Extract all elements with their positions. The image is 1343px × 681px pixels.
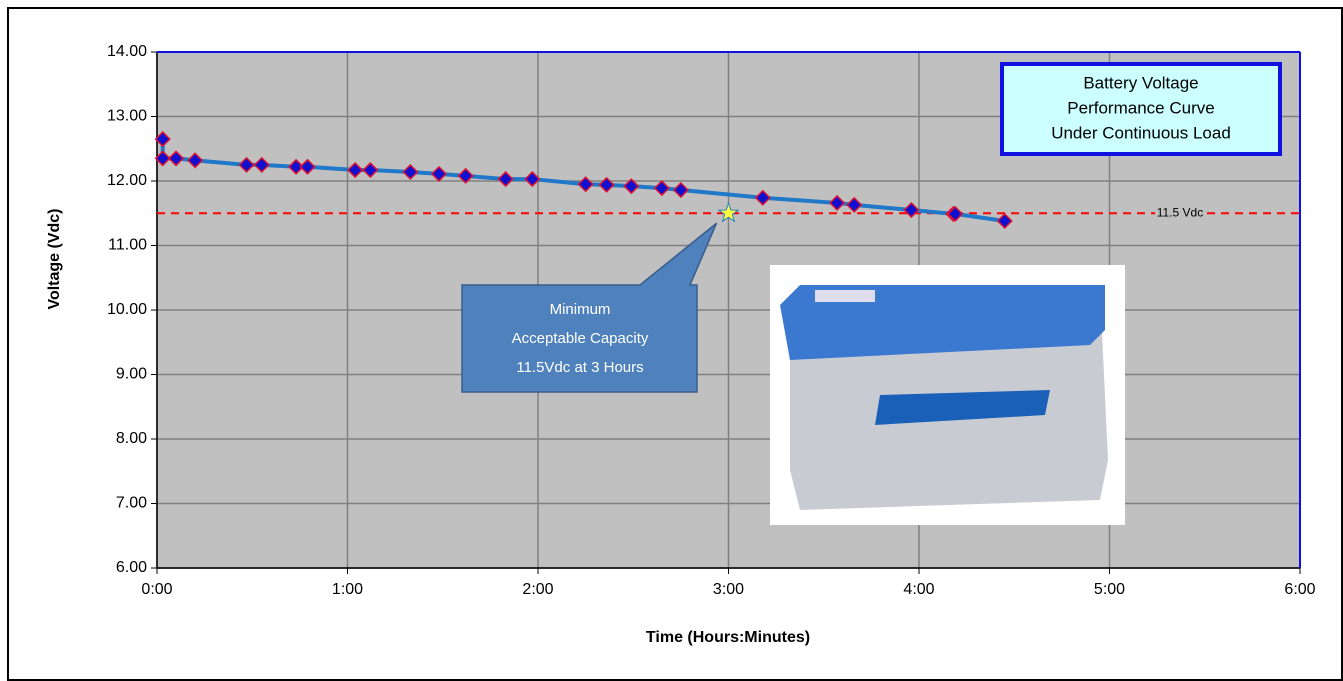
data-point bbox=[187, 152, 204, 169]
y-tick-label: 11.00 bbox=[108, 237, 147, 254]
x-tick-label: 6:00 bbox=[1284, 581, 1315, 598]
reference-label: 11.5 Vdc bbox=[1157, 205, 1203, 219]
x-tick-label: 0:00 bbox=[141, 581, 172, 598]
data-point bbox=[288, 158, 305, 175]
annotation-text: Minimum bbox=[550, 301, 611, 318]
data-point bbox=[154, 131, 171, 148]
y-axis-title: Voltage (Vdc) bbox=[46, 208, 63, 309]
data-point bbox=[598, 176, 615, 193]
x-tick-label: 3:00 bbox=[713, 581, 744, 598]
chart-title: Performance Curve bbox=[1067, 98, 1214, 117]
y-tick-label: 13.00 bbox=[107, 108, 147, 125]
data-point bbox=[497, 171, 514, 188]
data-point bbox=[829, 194, 846, 211]
data-point bbox=[402, 163, 419, 181]
data-point bbox=[672, 181, 689, 199]
annotation-text: 11.5Vdc at 3 Hours bbox=[516, 359, 643, 376]
title-box bbox=[1000, 62, 1282, 156]
y-tick-label: 14.00 bbox=[107, 43, 147, 60]
data-point bbox=[457, 167, 474, 184]
data-point bbox=[167, 150, 185, 167]
y-tick-label: 8.00 bbox=[116, 430, 147, 447]
chart-title: Under Continuous Load bbox=[1051, 123, 1231, 142]
data-point bbox=[754, 189, 771, 206]
battery-label bbox=[875, 390, 1050, 425]
y-tick-label: 9.00 bbox=[116, 366, 147, 383]
data-point bbox=[577, 176, 594, 193]
data-point bbox=[154, 150, 171, 167]
data-point bbox=[996, 212, 1013, 230]
y-tick-label: 12.00 bbox=[107, 172, 147, 189]
data-point bbox=[947, 205, 964, 222]
data-point bbox=[623, 178, 640, 195]
callout bbox=[461, 222, 718, 393]
data-point bbox=[524, 171, 541, 188]
data-point bbox=[362, 161, 379, 179]
data-point bbox=[846, 196, 863, 213]
data-point bbox=[430, 165, 448, 182]
y-tick-label: 7.00 bbox=[116, 495, 147, 512]
y-tick-label: 10.00 bbox=[107, 301, 147, 318]
data-point bbox=[253, 156, 270, 173]
marks: 11.5 Vdc bbox=[154, 131, 1300, 230]
highlight-point bbox=[717, 201, 740, 223]
chart-title: Battery Voltage bbox=[1083, 73, 1198, 92]
x-axis-title: Time (Hours:Minutes) bbox=[646, 629, 810, 646]
annotation-text: Acceptable Capacity bbox=[512, 330, 649, 347]
battery-photo bbox=[770, 265, 1125, 525]
overlay: Minimum Acceptable Capacity 11.5Vdc at 3 H… bbox=[461, 62, 1282, 393]
data-point bbox=[347, 161, 364, 179]
x-tick-label: 1:00 bbox=[332, 581, 363, 598]
battery-lid bbox=[780, 285, 1105, 360]
data-point bbox=[299, 158, 316, 175]
data-point bbox=[653, 180, 670, 197]
x-tick-label: 2:00 bbox=[522, 581, 553, 598]
x-tick-label: 5:00 bbox=[1094, 581, 1125, 598]
data-point bbox=[903, 201, 920, 219]
reference-label-bg bbox=[1155, 204, 1205, 223]
x-tick-label: 4:00 bbox=[903, 581, 934, 598]
battery-terminal bbox=[815, 290, 875, 302]
y-tick-label: 6.00 bbox=[116, 559, 147, 576]
data-point bbox=[238, 156, 255, 173]
